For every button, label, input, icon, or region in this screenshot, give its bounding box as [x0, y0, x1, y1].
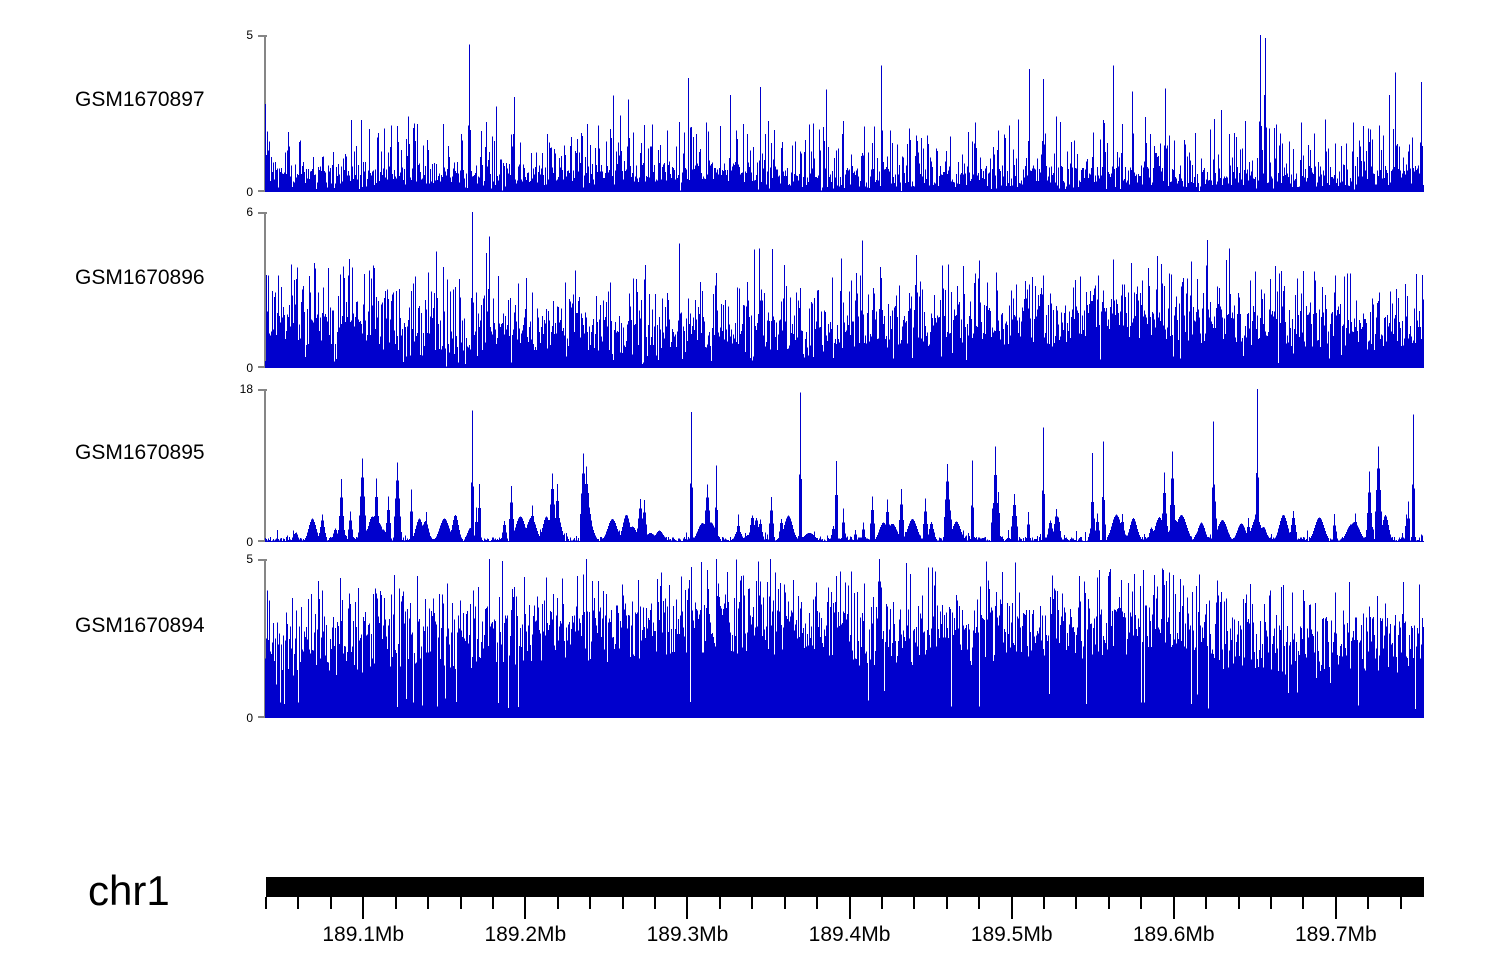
ruler-minor-tick [1237, 897, 1240, 909]
ruler-label: 189.4Mb [808, 923, 891, 946]
y-axis-max-label: 18 [239, 382, 253, 396]
ruler-minor-tick [1107, 897, 1110, 909]
ruler-label: 189.1Mb [322, 923, 405, 946]
y-axis-tick-min [258, 190, 267, 192]
ruler-major-tick [1010, 897, 1013, 919]
ideogram-bar[interactable] [266, 877, 1424, 897]
ruler-major-tick [1334, 897, 1337, 919]
ruler-minor-tick [394, 897, 397, 909]
y-axis-min-label: 0 [246, 535, 253, 549]
track-label-gsm1670895: GSM1670895 [75, 441, 205, 464]
y-axis-gsm1670895 [258, 389, 267, 542]
y-axis-max-label: 5 [246, 28, 253, 42]
ruler-minor-tick [459, 897, 462, 909]
ruler-label: 189.3Mb [646, 923, 729, 946]
signal-bars [265, 389, 1424, 542]
ruler-minor-tick [913, 897, 916, 909]
ruler-minor-tick [718, 897, 721, 909]
ruler-major-tick [362, 897, 365, 919]
chromosome-name-label: chr1 [88, 867, 170, 914]
ruler-minor-tick [491, 897, 494, 909]
ruler-minor-tick [816, 897, 819, 909]
y-axis-gsm1670894 [258, 559, 267, 718]
ruler-label: 189.2Mb [484, 923, 567, 946]
signal-bars [265, 35, 1424, 192]
signal-plot-gsm1670895[interactable] [265, 389, 1424, 542]
ruler-minor-tick [880, 897, 883, 909]
signal-plot-gsm1670896[interactable] [265, 212, 1424, 368]
signal-bars [265, 559, 1424, 718]
ruler-major-tick [1172, 897, 1175, 919]
ruler-minor-tick [1367, 897, 1370, 909]
ruler-major-tick [686, 897, 689, 919]
ruler-minor-tick [751, 897, 754, 909]
ruler-minor-tick [1270, 897, 1272, 909]
y-axis-tick-max [258, 212, 267, 214]
coordinate-ruler[interactable]: 189.1Mb 189.2Mb 189.3Mb 189.4Mb 189.5Mb 189.6… [265, 897, 1424, 977]
signal-plot-gsm1670897[interactable] [265, 35, 1424, 192]
ruler-minor-tick [978, 897, 981, 909]
y-axis-line [264, 559, 266, 718]
ruler-label: 189.7Mb [1294, 923, 1377, 946]
ruler-minor-tick [1140, 897, 1143, 909]
ruler-major-tick [848, 897, 851, 919]
ruler-minor-tick [1043, 897, 1046, 909]
track-label-gsm1670897: GSM1670897 [75, 88, 205, 111]
y-axis-min-label: 0 [246, 711, 253, 725]
signal-plot-gsm1670894[interactable] [265, 559, 1424, 718]
ruler-minor-tick [783, 897, 786, 909]
y-axis-tick-max [258, 559, 267, 561]
y-axis-line [264, 212, 266, 368]
y-axis-max-label: 5 [246, 552, 253, 566]
track-label-gsm1670894: GSM1670894 [75, 614, 205, 637]
signal-bars [265, 212, 1424, 368]
y-axis-min-label: 0 [246, 361, 253, 375]
y-axis-tick-min [258, 716, 267, 718]
y-axis-min-label: 0 [246, 185, 253, 199]
y-axis-tick-max [258, 389, 267, 391]
ruler-minor-tick [1205, 897, 1208, 909]
y-axis-tick-max [258, 35, 267, 37]
y-axis-line [264, 389, 266, 542]
ruler-minor-tick [621, 897, 624, 909]
ruler-minor-tick [265, 897, 267, 909]
y-axis-tick-min [258, 366, 267, 368]
ruler-minor-tick [1075, 897, 1078, 909]
y-axis-tick-min [258, 540, 267, 542]
ruler-label: 189.5Mb [970, 923, 1053, 946]
y-axis-gsm1670896 [258, 212, 267, 368]
ruler-minor-tick [1302, 897, 1305, 909]
ruler-minor-tick [654, 897, 657, 909]
chromosome-axis-row: chr1 189.1Mb 189.2Mb 189.3Mb 189.4Mb 189.5Mb… [0, 845, 1500, 980]
ruler-minor-tick [945, 897, 948, 909]
ruler-major-tick [524, 897, 527, 919]
ruler-minor-tick [556, 897, 559, 909]
ruler-minor-tick [427, 897, 430, 909]
ruler-minor-tick [297, 897, 300, 909]
ruler-label: 189.6Mb [1132, 923, 1215, 946]
ruler-minor-tick [329, 897, 332, 909]
ruler-minor-tick [1399, 897, 1402, 909]
track-label-gsm1670896: GSM1670896 [75, 266, 205, 289]
y-axis-max-label: 6 [246, 205, 253, 219]
ruler-minor-tick [589, 897, 592, 909]
